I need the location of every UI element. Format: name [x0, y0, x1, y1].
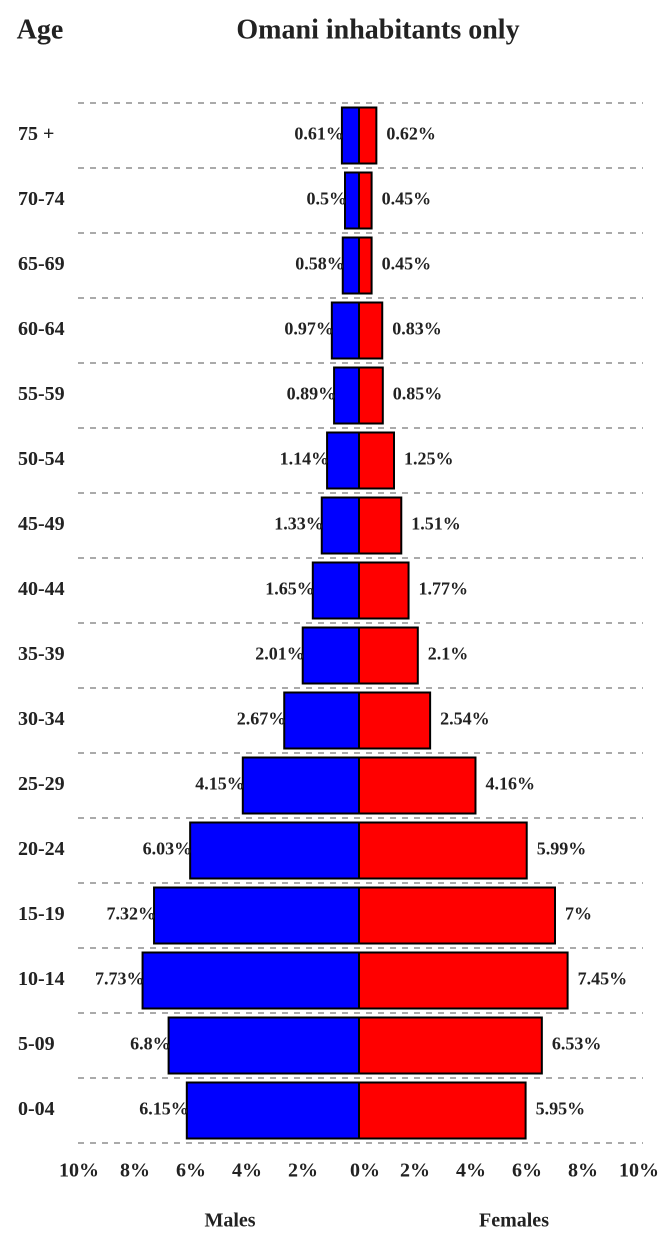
value-label: 6.03%: [143, 839, 193, 859]
bar: [358, 561, 410, 620]
bar: [358, 1016, 543, 1075]
category-label: 5-09: [18, 1033, 55, 1055]
category-label: 75 +: [18, 123, 54, 145]
value-label: 6.8%: [130, 1034, 171, 1054]
bar: [358, 951, 569, 1010]
legend-males: Males: [204, 1210, 255, 1232]
value-label: 0.62%: [386, 124, 436, 144]
x-tick-label: 8%: [568, 1160, 598, 1182]
value-label: 7%: [565, 904, 592, 924]
x-tick-label: 10%: [59, 1160, 99, 1182]
bar: [320, 496, 361, 555]
category-label: 15-19: [18, 903, 65, 925]
value-label: 2.1%: [428, 644, 469, 664]
bar: [241, 756, 360, 815]
bar: [340, 106, 361, 165]
value-label: 1.77%: [419, 579, 469, 599]
x-tick-label: 8%: [120, 1160, 150, 1182]
value-label: 0.5%: [307, 189, 348, 209]
category-label: 60-64: [18, 318, 65, 340]
bar: [358, 431, 395, 490]
value-label: 2.54%: [440, 709, 490, 729]
value-label: 1.25%: [404, 449, 454, 469]
category-label: 20-24: [18, 838, 65, 860]
bar: [358, 626, 419, 685]
bar: [333, 366, 360, 425]
y-axis-label: Age: [17, 14, 64, 45]
value-label: 6.53%: [552, 1034, 602, 1054]
x-tick-label: 0%: [350, 1160, 380, 1182]
chart-title: Omani inhabitants only: [236, 14, 519, 45]
x-tick-label: 6%: [176, 1160, 206, 1182]
bar: [358, 821, 528, 880]
value-label: 1.33%: [274, 514, 324, 534]
value-label: 1.51%: [411, 514, 461, 534]
category-label: 45-49: [18, 513, 65, 535]
value-label: 6.15%: [139, 1099, 189, 1119]
category-label: 70-74: [18, 188, 65, 210]
value-label: 7.32%: [107, 904, 157, 924]
bar: [326, 431, 360, 490]
value-label: 0.45%: [382, 254, 432, 274]
bar: [344, 171, 360, 230]
value-label: 7.73%: [95, 969, 145, 989]
category-label: 55-59: [18, 383, 65, 405]
x-tick-label: 4%: [232, 1160, 262, 1182]
bar: [341, 236, 361, 295]
value-label: 5.95%: [536, 1099, 586, 1119]
value-label: 4.15%: [195, 774, 245, 794]
bar: [283, 691, 360, 750]
bar: [167, 1016, 360, 1075]
value-label: 0.58%: [295, 254, 345, 274]
bar: [358, 171, 373, 230]
value-label: 0.83%: [392, 319, 442, 339]
bar: [358, 106, 378, 165]
value-label: 1.65%: [265, 579, 315, 599]
bar: [358, 301, 384, 360]
x-tick-label: 2%: [288, 1160, 318, 1182]
bar: [185, 1081, 360, 1140]
x-tick-label: 2%: [400, 1160, 430, 1182]
value-label: 4.16%: [485, 774, 534, 794]
value-label: 5.99%: [537, 839, 587, 859]
category-label: 30-34: [18, 708, 65, 730]
bar: [358, 366, 384, 425]
category-label: 65-69: [18, 253, 65, 275]
value-label: 2.67%: [237, 709, 287, 729]
bar: [153, 886, 360, 945]
bar: [301, 626, 360, 685]
value-label: 1.14%: [280, 449, 330, 469]
bar: [358, 886, 556, 945]
category-label: 0-04: [18, 1098, 55, 1120]
x-tick-label: 4%: [456, 1160, 486, 1182]
bar: [358, 691, 432, 750]
category-label: 25-29: [18, 773, 65, 795]
value-label: 0.85%: [393, 384, 443, 404]
value-label: 0.45%: [382, 189, 432, 209]
bar: [189, 821, 360, 880]
bar: [358, 756, 477, 815]
category-label: 50-54: [18, 448, 65, 470]
value-label: 0.61%: [294, 124, 344, 144]
bar: [330, 301, 360, 360]
category-label: 40-44: [18, 578, 65, 600]
category-label: 35-39: [18, 643, 65, 665]
bar: [358, 236, 373, 295]
x-tick-label: 6%: [512, 1160, 542, 1182]
value-label: 0.97%: [284, 319, 334, 339]
bar: [358, 496, 403, 555]
bar: [358, 1081, 527, 1140]
x-tick-label: 10%: [619, 1160, 659, 1182]
value-label: 0.89%: [287, 384, 337, 404]
category-label: 10-14: [18, 968, 65, 990]
value-label: 2.01%: [255, 644, 305, 664]
value-label: 7.45%: [578, 969, 628, 989]
bar: [141, 951, 360, 1010]
legend-females: Females: [479, 1210, 549, 1232]
bar: [311, 561, 360, 620]
